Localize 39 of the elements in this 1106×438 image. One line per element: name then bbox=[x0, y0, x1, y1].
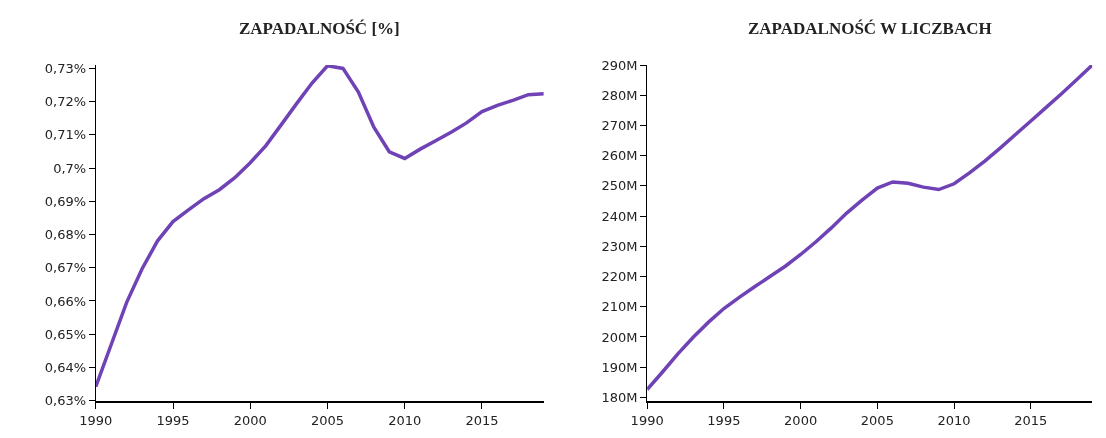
y-tick-label: 260M bbox=[601, 148, 638, 164]
y-tick-label: 270M bbox=[601, 118, 638, 134]
x-tick-label: 2000 bbox=[233, 412, 267, 428]
y-tick-label: 0,67% bbox=[44, 260, 87, 276]
y-tick-label: 0,72% bbox=[44, 94, 87, 110]
x-tick-label: 2005 bbox=[860, 412, 894, 428]
y-tick-label: 220M bbox=[601, 269, 638, 285]
x-tick-label: 2015 bbox=[465, 412, 499, 428]
y-tick-label: 0,66% bbox=[44, 293, 87, 309]
y-tick-label: 240M bbox=[601, 208, 638, 224]
line-series bbox=[647, 65, 1093, 392]
y-tick-label: 0,64% bbox=[44, 359, 87, 375]
chart-title: ZAPADALNOŚĆ W LICZBACH bbox=[748, 19, 992, 38]
y-tick-label: 0,7% bbox=[53, 160, 87, 176]
y-tick-label: 180M bbox=[601, 389, 638, 405]
y-tick-label: 0,71% bbox=[44, 127, 87, 143]
x-tick-label: 1990 bbox=[79, 412, 113, 428]
y-tick-label: 250M bbox=[601, 178, 638, 194]
x-tick-label: 1995 bbox=[156, 412, 190, 428]
y-tick-label: 0,73% bbox=[44, 60, 87, 76]
x-tick-label: 1990 bbox=[630, 412, 664, 428]
y-tick-label: 210M bbox=[601, 299, 638, 315]
y-tick-label: 0,65% bbox=[44, 326, 87, 342]
y-tick-label: 0,69% bbox=[44, 193, 87, 209]
x-tick-label: 2015 bbox=[1014, 412, 1048, 428]
line-series bbox=[95, 65, 544, 389]
y-tick-label: 280M bbox=[601, 87, 638, 103]
x-tick-label: 2010 bbox=[388, 412, 422, 428]
y-tick-label: 230M bbox=[601, 238, 638, 254]
y-tick-label: 290M bbox=[601, 57, 638, 73]
y-tick-label: 190M bbox=[601, 359, 638, 375]
x-tick-label: 1995 bbox=[707, 412, 741, 428]
y-tick-label: 0,63% bbox=[44, 393, 87, 409]
x-tick-label: 2005 bbox=[310, 412, 345, 428]
chart-title: ZAPADALNOŚĆ [%] bbox=[239, 19, 400, 38]
y-tick-label: 200M bbox=[601, 329, 638, 345]
x-tick-label: 2000 bbox=[784, 412, 818, 428]
y-tick-label: 0,68% bbox=[44, 227, 87, 243]
x-tick-label: 2010 bbox=[937, 412, 971, 428]
